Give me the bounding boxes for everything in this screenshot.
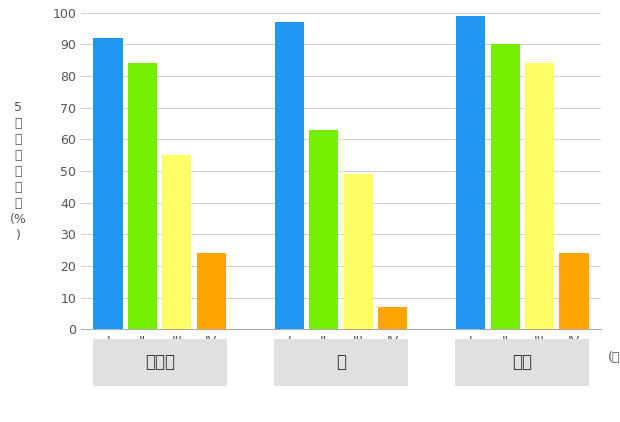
Bar (456, 16, 485, 329)
Bar (309, 130, 339, 329)
Text: 大腸: 大腸 (512, 353, 533, 371)
Bar (343, 174, 373, 329)
FancyBboxPatch shape (274, 338, 408, 386)
Bar (197, 253, 226, 329)
Bar (94, 38, 123, 329)
FancyBboxPatch shape (455, 338, 590, 386)
Bar (559, 253, 588, 329)
Bar (378, 307, 407, 329)
Bar (275, 22, 304, 329)
Text: 胃: 胃 (336, 353, 346, 371)
Text: (期): (期) (608, 351, 620, 364)
Bar (162, 155, 192, 329)
Bar (490, 44, 520, 329)
Bar (525, 63, 554, 329)
Text: 全がん: 全がん (144, 353, 175, 371)
Text: 5
年
相
対
生
存
率
(%
): 5 年 相 対 生 存 率 (% ) (10, 101, 27, 242)
FancyBboxPatch shape (92, 338, 227, 386)
Bar (128, 63, 157, 329)
